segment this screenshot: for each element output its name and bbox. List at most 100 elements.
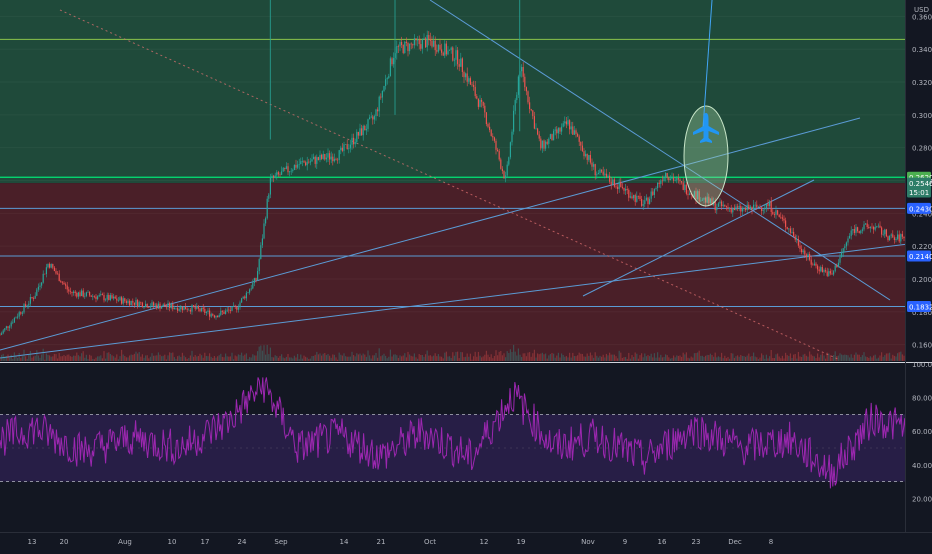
candle-body <box>292 169 294 171</box>
candle-body <box>289 171 291 173</box>
volume-bar <box>119 356 121 361</box>
candle-body <box>279 174 281 176</box>
volume-bar <box>554 357 556 361</box>
candle-body <box>13 318 15 323</box>
volume-bar <box>215 357 217 361</box>
volume-bar <box>218 355 220 361</box>
candle-body <box>476 96 478 99</box>
volume-bar <box>95 357 97 361</box>
trend-line[interactable] <box>0 241 932 359</box>
candle-body <box>18 312 20 317</box>
volume-bar <box>71 356 73 361</box>
trend-line[interactable] <box>0 117 861 351</box>
volume-bar <box>156 355 158 361</box>
volume-bar <box>341 355 343 361</box>
candle-body <box>122 298 124 304</box>
candle-body <box>551 134 553 141</box>
candle-body <box>658 182 660 184</box>
candle-body <box>738 206 740 208</box>
volume-bar <box>915 353 916 361</box>
volume-bar <box>677 355 679 361</box>
candle-body <box>700 200 702 202</box>
candle-body <box>253 278 255 283</box>
candle-body <box>541 140 543 149</box>
volume-bar <box>141 354 143 361</box>
candle-body <box>706 196 708 203</box>
candle-body <box>404 41 406 53</box>
volume-bar <box>649 356 651 361</box>
volume-bar <box>655 357 657 361</box>
volume-bar <box>122 354 124 361</box>
volume-bar <box>745 356 747 361</box>
candle-body <box>41 282 43 286</box>
candle-body <box>647 197 649 205</box>
volume-bar <box>252 354 254 361</box>
volume-bar <box>658 357 660 361</box>
target-arrow-line[interactable] <box>702 0 713 129</box>
candle-body <box>794 236 796 240</box>
time-axis[interactable]: 13 20 Aug 10 17 24 Sep 14 21 Oct 12 19 Nov 9 16 23 Dec 8 <box>28 538 774 546</box>
volume-bar <box>897 353 899 361</box>
trend-line[interactable] <box>582 179 815 297</box>
candle-body <box>322 154 324 159</box>
volume-bar <box>817 353 819 361</box>
volume-bar <box>60 356 62 361</box>
candle-body <box>498 151 500 160</box>
candle-body <box>897 234 899 239</box>
candle-body <box>196 306 198 309</box>
volume-bar <box>465 356 467 361</box>
candle-body <box>823 270 825 273</box>
time-tick-label: Sep <box>274 538 288 546</box>
candle-body <box>165 306 167 308</box>
candle-body <box>293 164 295 170</box>
time-tick-label: 17 <box>201 538 210 546</box>
volume-bar <box>642 357 644 361</box>
volume-bar <box>396 355 398 361</box>
candle-body <box>220 310 222 315</box>
volume-bar <box>242 355 244 361</box>
candle-body <box>2 330 4 334</box>
volume-bar <box>610 354 612 361</box>
volume-bar <box>237 354 239 361</box>
volume-bar <box>721 352 723 361</box>
candle-body <box>695 191 697 200</box>
candle-body <box>652 191 654 195</box>
time-tick-label: 12 <box>480 538 489 546</box>
candle-body <box>277 172 279 175</box>
candle-body <box>879 225 881 228</box>
volume-bar <box>164 354 166 361</box>
rsi-axis[interactable]: 100.00 80.00 60.00 40.00 20.00 <box>912 361 932 503</box>
volume-bar <box>661 357 663 361</box>
price-pane[interactable] <box>0 0 932 361</box>
price-axis[interactable]: USD 0.36000.34000.32000.30000.28000.2600… <box>907 6 932 350</box>
volume-bar <box>282 357 284 361</box>
time-tick-label: 16 <box>658 538 667 546</box>
candle-body <box>420 44 422 49</box>
volume-bar <box>397 357 399 361</box>
volume-bar <box>733 357 735 361</box>
volume-bar <box>348 356 350 361</box>
volume-bar <box>916 349 917 361</box>
volume-bar <box>631 355 633 361</box>
candle-body <box>47 263 49 268</box>
volume-bar <box>679 355 681 361</box>
rsi-pane[interactable] <box>0 377 932 489</box>
volume-bar <box>799 356 801 361</box>
volume-bar <box>663 357 665 361</box>
volume-bar <box>923 349 924 361</box>
volume-bar <box>37 355 39 361</box>
candle-body <box>437 44 439 52</box>
candle-body <box>228 309 230 311</box>
volume-bar <box>892 354 894 361</box>
candle-body <box>10 322 12 327</box>
trend-line[interactable] <box>429 0 891 301</box>
candle-body <box>364 125 366 131</box>
candle-body <box>490 130 492 137</box>
candle-body <box>372 116 374 120</box>
candle-body <box>865 223 867 225</box>
volume-bar <box>258 346 260 361</box>
candle-body <box>869 226 871 229</box>
volume-bar <box>537 353 539 361</box>
